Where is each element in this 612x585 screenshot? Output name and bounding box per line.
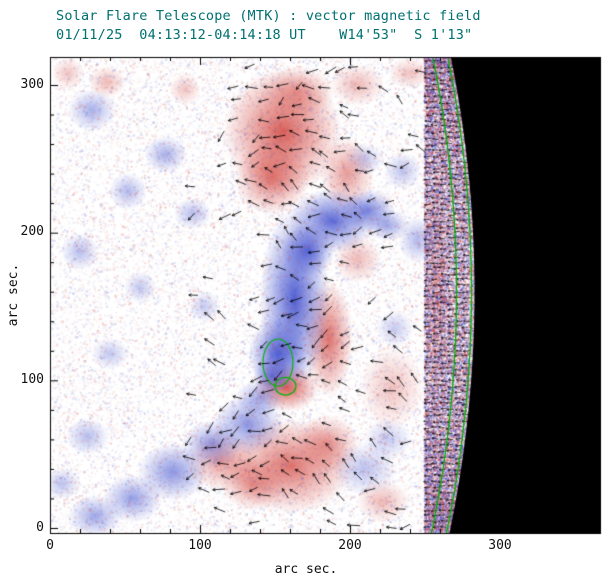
y-axis-label: arc sec.	[6, 263, 21, 327]
x-tick-label-0: 0	[46, 538, 54, 553]
plot-title: Solar Flare Telescope (MTK) : vector mag…	[56, 8, 481, 24]
plot-subtitle: 01/11/25 04:13:12-04:14:18 UT W14'53" S …	[56, 27, 473, 43]
y-tick-label-200: 200	[20, 224, 44, 239]
y-tick-label-300: 300	[20, 77, 44, 92]
y-tick-label-0: 0	[36, 520, 44, 535]
x-tick-label-100: 100	[188, 538, 212, 553]
x-tick-label-300: 300	[488, 538, 512, 553]
y-tick-label-100: 100	[20, 372, 44, 387]
x-axis-label: arc sec.	[274, 562, 338, 577]
x-tick-label-200: 200	[338, 538, 362, 553]
